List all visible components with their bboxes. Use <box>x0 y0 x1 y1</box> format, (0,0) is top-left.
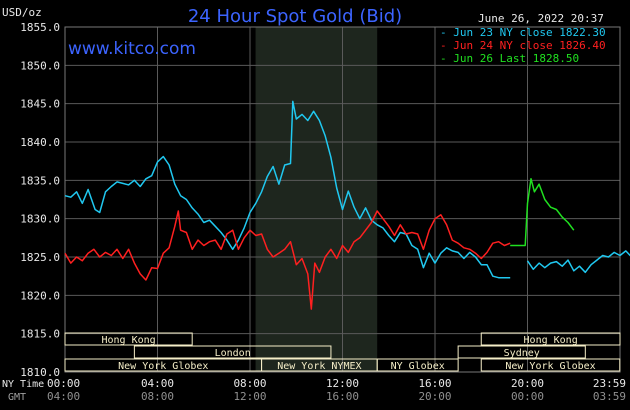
x-tick-label-ny: 20:00 <box>511 377 544 390</box>
kitco-watermark: www.kitco.com <box>68 39 196 59</box>
session-label: New York Globex <box>505 361 595 372</box>
session-bar <box>480 358 621 372</box>
x-tick-label-ny: 23:59 <box>593 377 626 390</box>
session-label: Hong Kong <box>524 335 578 346</box>
x-tick-label-ny: 12:00 <box>326 377 359 390</box>
chart-timestamp: June 26, 2022 20:37 <box>478 12 604 25</box>
y-tick-label: 1835.0 <box>20 174 60 187</box>
y-tick-label: 1820.0 <box>20 289 60 302</box>
session-shading <box>255 27 378 372</box>
x-tick-label-gmt: 08:00 <box>141 390 174 403</box>
session-overlap-shading <box>255 27 378 372</box>
session-label: NY Globex <box>391 361 445 372</box>
legend-entry: - Jun 24 NY close 1826.40 <box>440 39 606 52</box>
y-tick-label: 1855.0 <box>20 21 60 34</box>
ny-time-label: NY Time <box>2 379 44 390</box>
x-tick-label-gmt: 20:00 <box>418 390 451 403</box>
x-tick-label-gmt: 04:00 <box>47 390 80 403</box>
y-tick-label: 1840.0 <box>20 136 60 149</box>
legend: - Jun 23 NY close 1822.30- Jun 24 NY clo… <box>440 26 606 65</box>
gmt-label: GMT <box>8 392 26 403</box>
x-tick-label-gmt: 12:00 <box>233 390 266 403</box>
session-label: Hong Kong <box>102 335 156 346</box>
y-tick-label: 1850.0 <box>20 59 60 72</box>
legend-entry: - Jun 23 NY close 1822.30 <box>440 26 606 39</box>
series-line <box>510 178 575 247</box>
y-tick-label: 1830.0 <box>20 213 60 226</box>
x-tick-label-ny: 00:00 <box>47 377 80 390</box>
session-label: New York NYMEX <box>277 361 361 372</box>
x-tick-label-gmt: 03:59 <box>593 390 626 403</box>
session-bar <box>64 332 193 346</box>
session-label: London <box>215 348 251 359</box>
plot-frame <box>64 26 621 373</box>
session-label: Sydney <box>504 348 540 359</box>
session-label: New York Globex <box>118 361 208 372</box>
grid <box>64 26 621 373</box>
session-bar <box>376 358 459 372</box>
x-tick-label-gmt: 00:00 <box>511 390 544 403</box>
legend-entry: - Jun 26 Last 1828.50 <box>440 52 579 65</box>
y-tick-label: 1825.0 <box>20 251 60 264</box>
series-line <box>64 100 511 279</box>
x-tick-label-gmt: 16:00 <box>326 390 359 403</box>
series-line <box>64 210 511 310</box>
y-tick-label: 1815.0 <box>20 328 60 341</box>
trading-sessions: Hong Kong London New York Globex New York N… <box>64 332 621 372</box>
series-group <box>64 100 630 310</box>
session-bar <box>133 345 332 359</box>
session-bar <box>480 332 621 346</box>
axes: 1810.0 1815.0 1820.0 1825.0 1830.0 1835.0 1840… <box>20 21 626 403</box>
y-axis-unit-label: USD/oz <box>2 6 42 19</box>
y-tick-label: 1810.0 <box>20 366 60 379</box>
chart-title: 24 Hour Spot Gold (Bid) <box>188 6 402 27</box>
x-tick-label-ny: 04:00 <box>141 377 174 390</box>
x-tick-label-ny: 08:00 <box>233 377 266 390</box>
series-line <box>526 250 630 274</box>
session-bar <box>457 345 586 359</box>
y-tick-label: 1845.0 <box>20 98 60 111</box>
x-tick-label-ny: 16:00 <box>418 377 451 390</box>
